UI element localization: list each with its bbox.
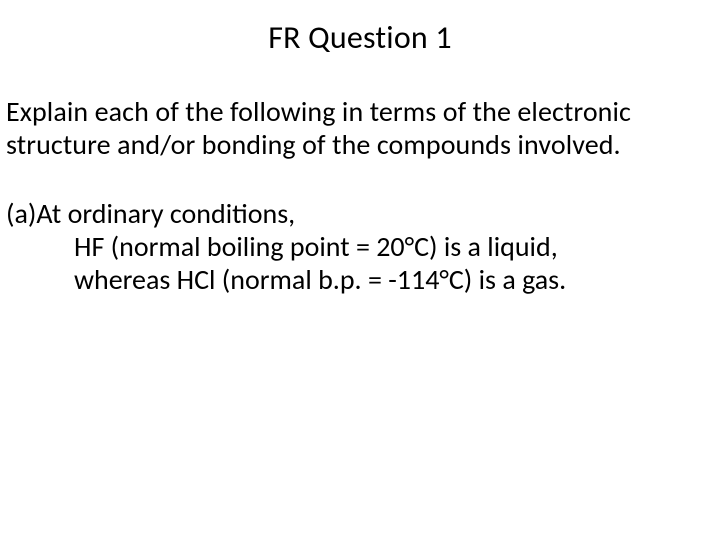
part-a-line2: HF (normal boiling point = 20°C) is a li… xyxy=(6,230,714,263)
slide-title: FR Question 1 xyxy=(6,18,714,57)
part-a-line1: (a)At ordinary conditions, xyxy=(6,197,714,230)
question-prompt: Explain each of the following in terms o… xyxy=(6,95,714,161)
part-a-line3: whereas HCl (normal b.p. = -114°C) is a … xyxy=(6,263,714,296)
slide-container: FR Question 1 Explain each of the follow… xyxy=(0,0,720,540)
part-a: (a)At ordinary conditions, HF (normal bo… xyxy=(6,197,714,296)
